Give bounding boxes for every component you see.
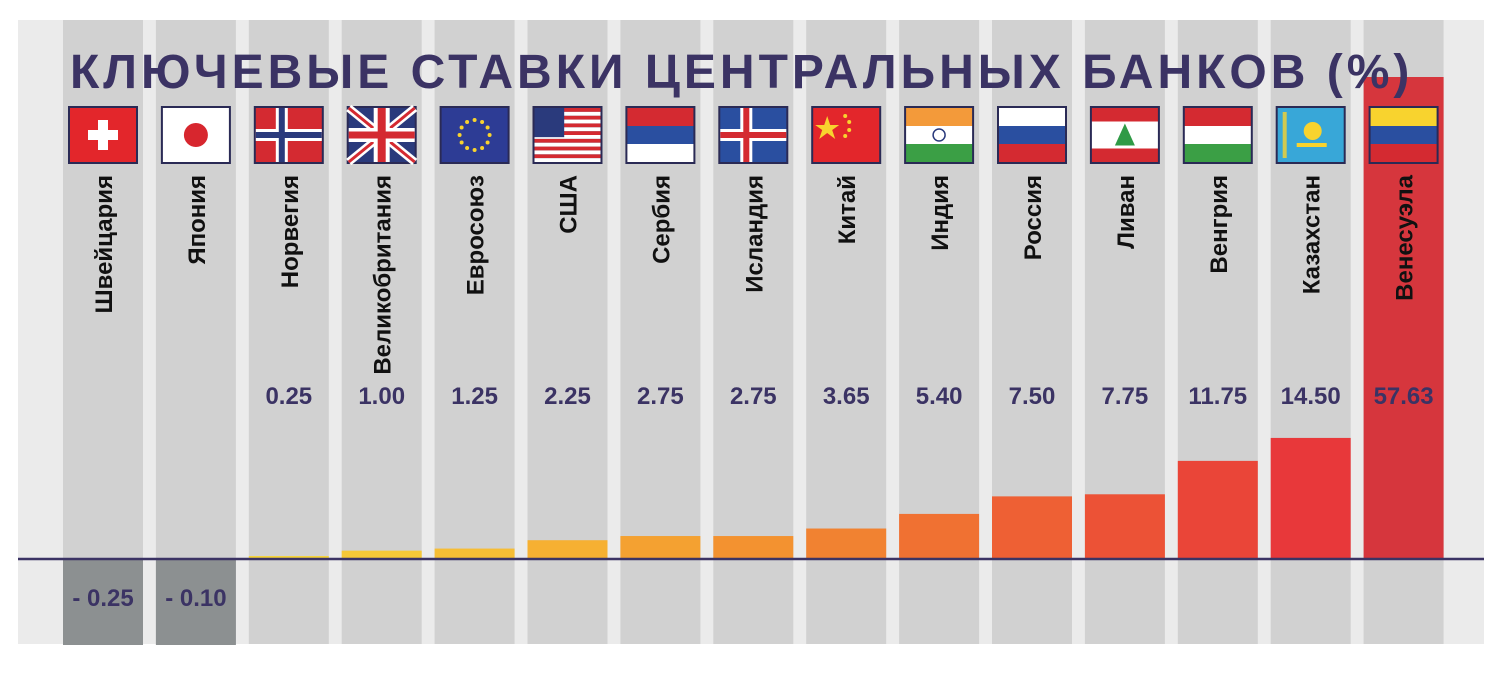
switzerland-flag-icon	[68, 106, 138, 164]
country-label: Швейцария	[91, 175, 118, 313]
country-label: Норвегия	[277, 175, 304, 288]
bar	[527, 540, 608, 559]
bar	[63, 559, 143, 645]
serbia-flag-icon	[625, 106, 696, 164]
norway-flag-icon	[253, 106, 324, 164]
value-label: 0.25	[265, 383, 312, 410]
bar	[1177, 460, 1258, 559]
country-label: Исландия	[741, 175, 768, 293]
value-labels: - 0.25 - 0.10 0.25 1.00 1.25 2.25 2.75 2.75 3.65…	[72, 383, 1433, 612]
country-names: Швейцария Япония Норвегия Великобритания Евр…	[91, 174, 1419, 374]
russia-flag-icon	[997, 106, 1067, 164]
country-label: Китай	[834, 175, 861, 244]
value-label: 11.75	[1188, 383, 1247, 410]
value-label: 2.75	[730, 383, 777, 410]
bar	[341, 550, 422, 559]
value-label: 5.40	[916, 383, 963, 410]
value-label: 7.75	[1102, 383, 1149, 410]
bar	[155, 559, 236, 645]
country-label: Россия	[1020, 175, 1047, 260]
bar	[248, 556, 329, 559]
uk-flag-icon	[346, 104, 418, 166]
country-label: Ливан	[1113, 175, 1140, 249]
value-label: 3.65	[823, 383, 870, 410]
bar	[434, 548, 515, 559]
china-flag-icon	[811, 106, 882, 164]
flags	[68, 104, 1439, 166]
value-label: 57.63	[1374, 383, 1434, 410]
country-label: Венесуэла	[1392, 174, 1419, 300]
bar	[1084, 494, 1165, 559]
japan-flag-icon	[160, 106, 231, 164]
country-label: Сербия	[648, 175, 675, 264]
country-label: Япония	[184, 175, 211, 265]
country-label: Индия	[927, 175, 954, 251]
iceland-flag-icon	[718, 106, 789, 164]
value-label: - 0.10	[165, 585, 226, 612]
country-label: Великобритания	[370, 175, 397, 375]
country-label: Евросоюз	[463, 175, 490, 295]
value-label: 1.25	[451, 383, 498, 410]
bar	[992, 496, 1072, 559]
bar	[620, 536, 701, 559]
country-label: США	[556, 175, 583, 234]
chart-title: КЛЮЧЕВЫЕ СТАВКИ ЦЕНТРАЛЬНЫХ БАНКОВ (%)	[70, 46, 1413, 99]
bar	[713, 536, 794, 559]
india-flag-icon	[904, 106, 975, 164]
value-label: 14.50	[1281, 383, 1341, 410]
bar	[1270, 437, 1351, 559]
kazakhstan-flag-icon	[1275, 106, 1346, 164]
venezuela-flag-icon	[1368, 106, 1439, 164]
value-label: 2.75	[637, 383, 684, 410]
lebanon-flag-icon	[1089, 106, 1160, 164]
value-label: - 0.25	[72, 585, 133, 612]
hungary-flag-icon	[1182, 106, 1253, 164]
bar	[899, 513, 980, 559]
country-label: Казахстан	[1299, 175, 1326, 294]
eu-flag-icon	[439, 106, 510, 164]
value-label: 7.50	[1009, 383, 1056, 410]
bar	[806, 528, 887, 559]
value-label: 2.25	[544, 383, 591, 410]
usa-flag-icon	[532, 106, 603, 164]
value-label: 1.00	[358, 383, 405, 410]
country-label: Венгрия	[1206, 175, 1233, 274]
